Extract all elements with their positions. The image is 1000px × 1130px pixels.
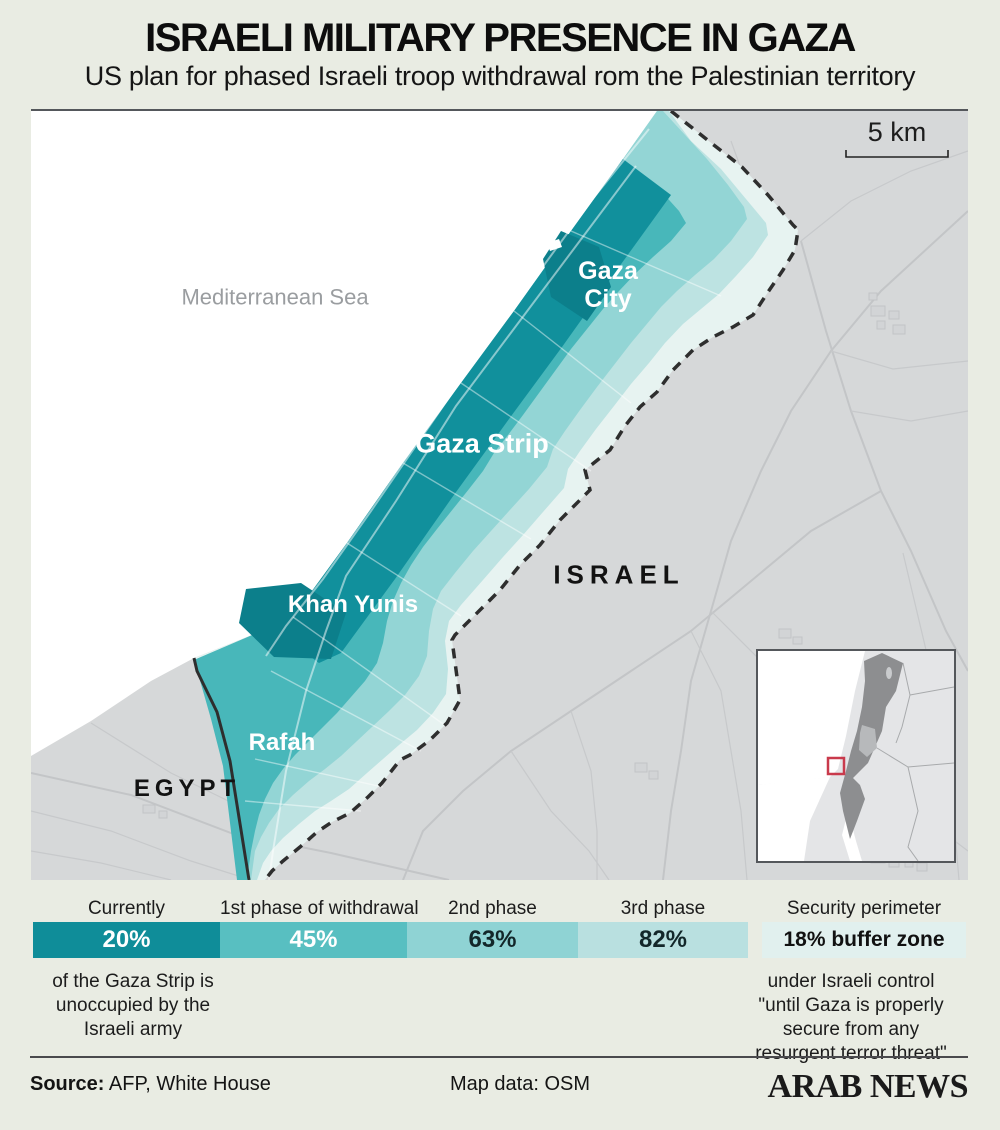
inset-red-sea xyxy=(758,777,830,861)
khan-yunis-urban-shape xyxy=(239,583,346,659)
inset-mediterranean xyxy=(758,651,865,785)
label-gaza-city: Gaza City xyxy=(578,257,638,313)
label-gaza-city-line1: Gaza xyxy=(578,257,638,285)
legend-label-phase3: 3rd phase xyxy=(620,898,706,919)
inset-sinai xyxy=(810,783,852,861)
source-credit: Source: AFP, White House xyxy=(30,1073,271,1096)
label-khan-yunis: Khan Yunis xyxy=(287,591,419,618)
israel-gaza-border xyxy=(263,111,800,880)
footer-divider xyxy=(30,1056,968,1058)
legend-value-82: 82% xyxy=(638,926,688,953)
arab-news-logo: ARAB NEWS xyxy=(767,1068,969,1105)
inset-gaza-highlight-box xyxy=(826,756,846,776)
inset-lake xyxy=(886,667,892,679)
annotation-right-line2: "until Gaza is properly xyxy=(758,995,944,1016)
legend-label-phase1: 1st phase of withdrawal xyxy=(220,898,419,919)
main-map: Mediterranean Sea Gaza City Gaza Strip K… xyxy=(31,109,968,880)
page-title: ISRAELI MILITARY PRESENCE IN GAZA xyxy=(145,16,856,60)
egypt-gaza-border xyxy=(192,657,251,880)
annotation-left: of the Gaza Strip is unoccupied by the I… xyxy=(18,970,248,1042)
legend-segment-82: 82% xyxy=(578,922,748,958)
legend-value-45: 45% xyxy=(289,926,338,953)
legend-value-buffer: 18% buffer zone xyxy=(783,928,945,951)
inset-canvas xyxy=(758,651,954,861)
legend-segment-63: 63% xyxy=(407,922,578,958)
road-network xyxy=(31,140,968,880)
label-egypt: EGYPT xyxy=(133,775,241,802)
gaza-port-jetty xyxy=(547,239,562,251)
scale-bar-line xyxy=(845,150,949,158)
label-rafah: Rafah xyxy=(248,729,316,756)
annotation-right-line4: resurgent terror threat" xyxy=(755,1043,947,1064)
legend-value-20: 20% xyxy=(102,926,151,953)
scale-label: 5 km xyxy=(867,117,927,147)
label-israel: ISRAEL xyxy=(553,559,685,590)
gaza-road-network xyxy=(244,128,722,880)
inset-west-bank-shape xyxy=(859,725,877,757)
legend-label-phase2: 2nd phase xyxy=(448,898,537,919)
mediterranean-sea-shape xyxy=(31,111,657,756)
scale-bar: 5 km xyxy=(845,117,949,160)
legend-label-security-perimeter: Security perimeter xyxy=(786,898,942,919)
map-canvas xyxy=(31,111,968,880)
annotation-right-line3: secure from any xyxy=(782,1019,920,1040)
gaza-city-urban-shape xyxy=(543,231,611,321)
label-gaza-strip: Gaza Strip xyxy=(415,428,549,459)
inset-borders xyxy=(876,662,954,861)
source-label: Source: xyxy=(30,1073,105,1095)
annotation-right-line1: under Israeli control xyxy=(767,971,935,992)
inset-locator-map xyxy=(756,649,956,863)
annotation-left-line2: unoccupied by the xyxy=(55,995,211,1016)
label-mediterranean-sea: Mediterranean Sea xyxy=(181,284,369,310)
source-value: AFP, White House xyxy=(104,1073,271,1095)
south-jetty xyxy=(336,498,347,507)
legend-segment-buffer: 18% buffer zone xyxy=(762,922,966,958)
map-data-credit: Map data: OSM xyxy=(449,1073,591,1095)
legend-label-currently: Currently xyxy=(87,898,166,919)
annotation-left-line3: Israeli army xyxy=(83,1019,183,1040)
legend-segment-45: 45% xyxy=(220,922,407,958)
annotation-left-line1: of the Gaza Strip is xyxy=(52,971,214,992)
annotation-right: under Israeli control "until Gaza is pro… xyxy=(736,970,966,1066)
label-gaza-city-line2: City xyxy=(584,285,632,313)
legend-value-63: 63% xyxy=(468,926,517,953)
legend-segment-20: 20% xyxy=(33,922,220,958)
page-subtitle: US plan for phased Israeli troop withdra… xyxy=(84,61,916,91)
